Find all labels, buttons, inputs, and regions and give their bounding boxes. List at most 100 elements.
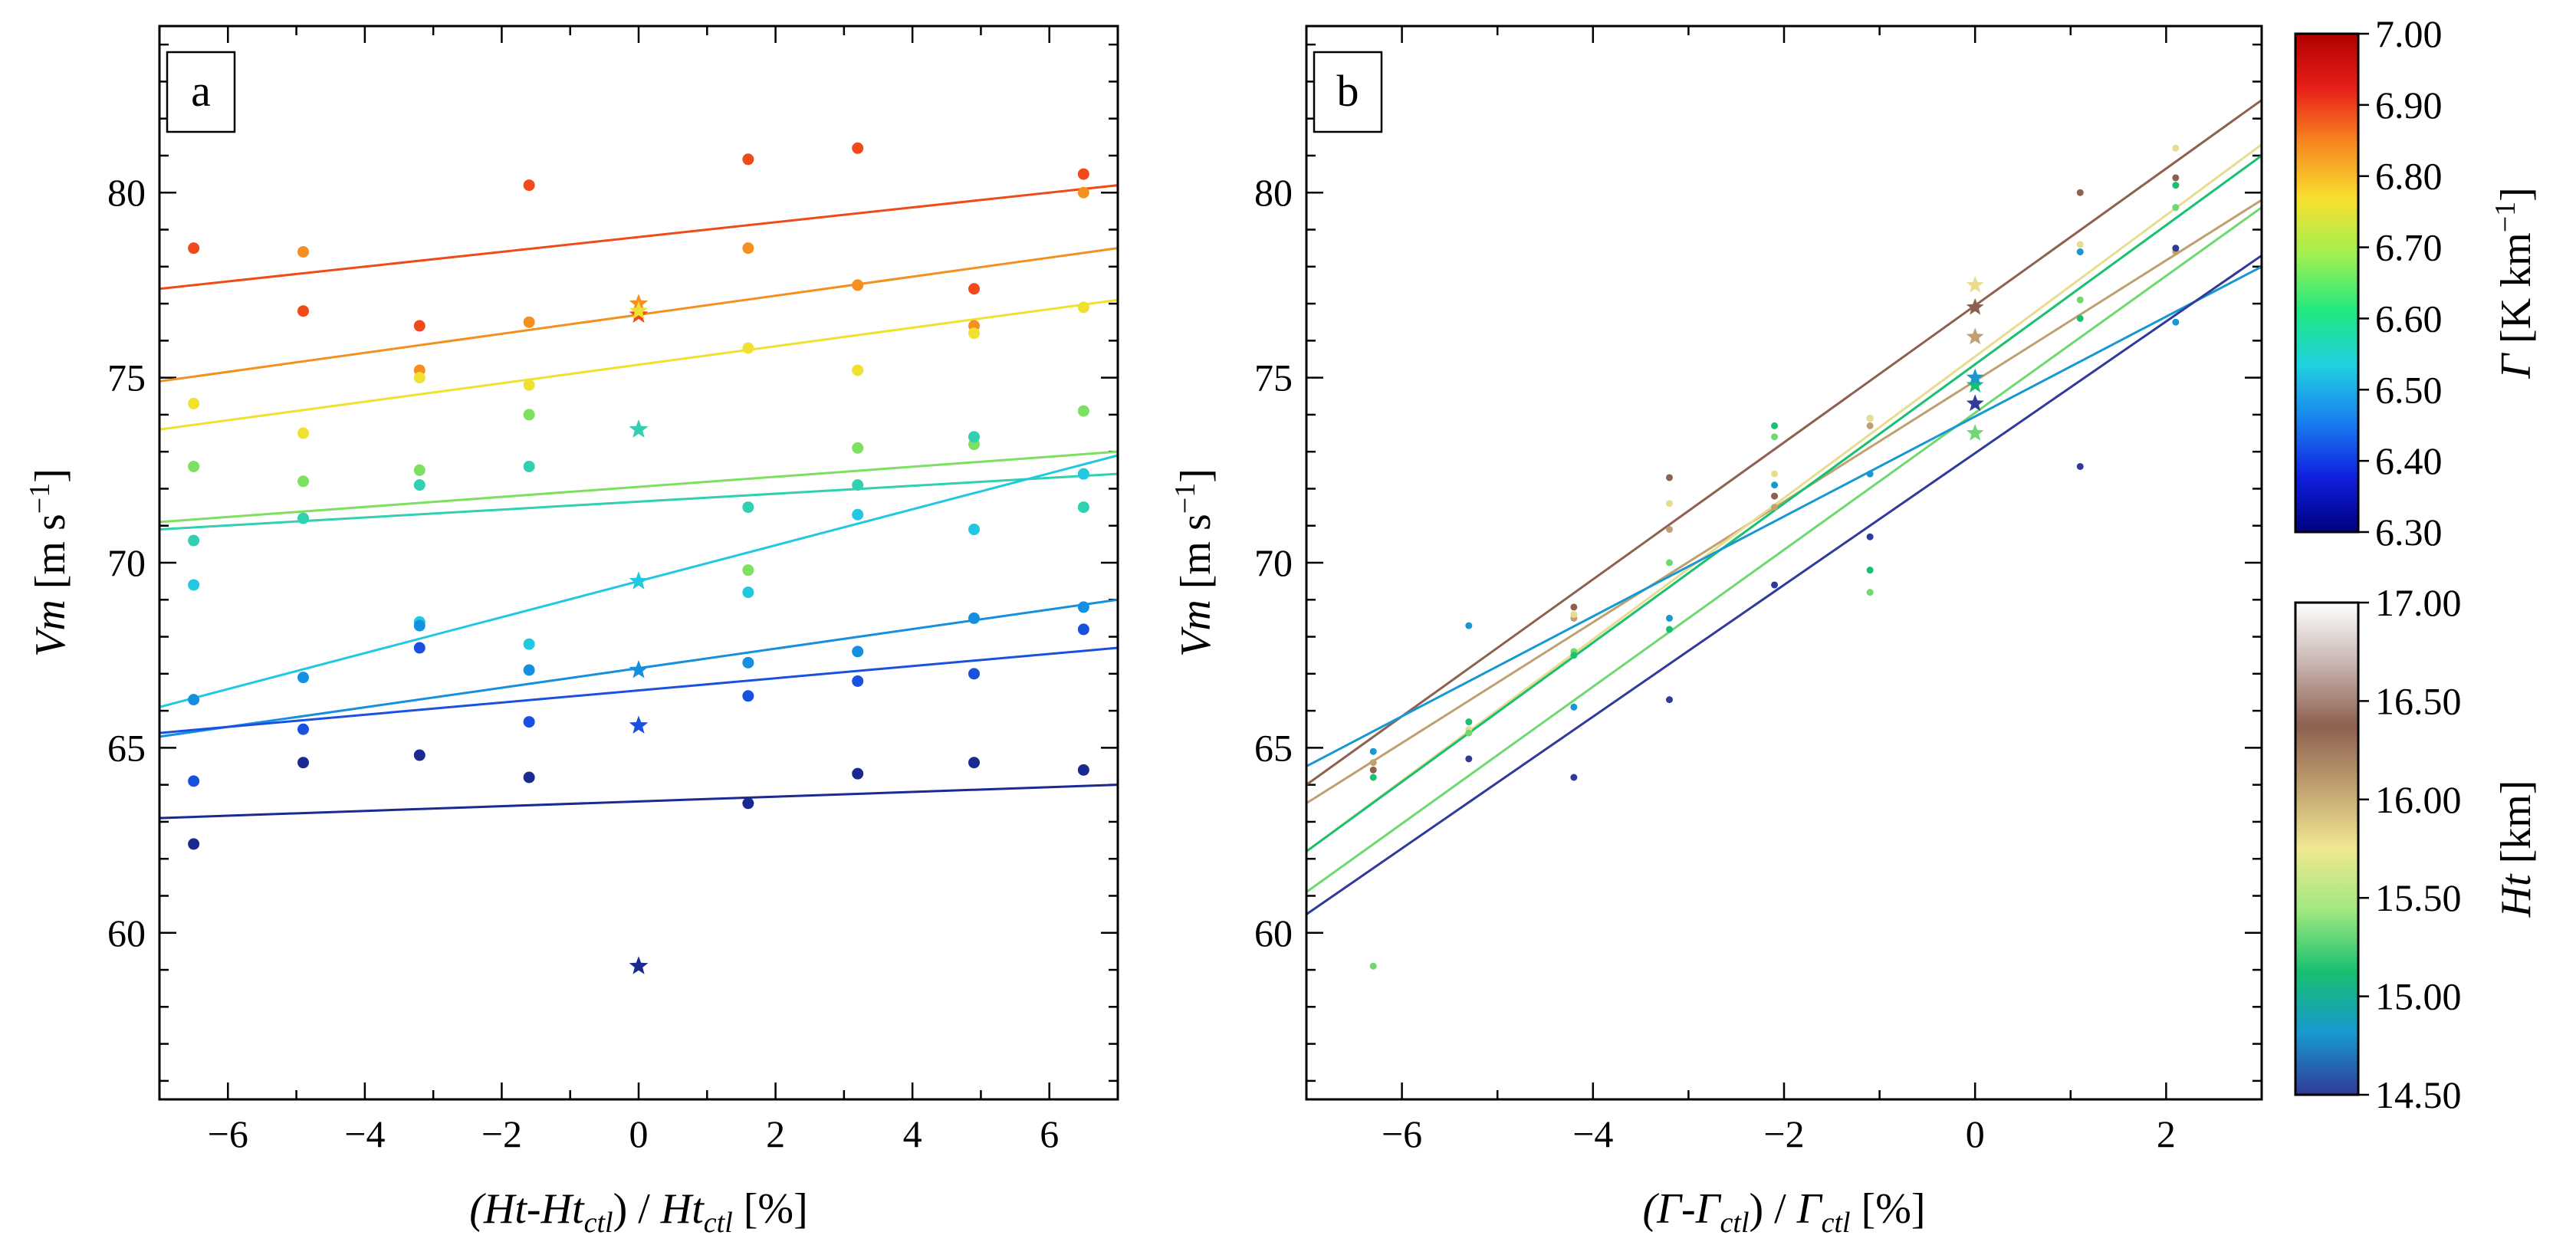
panel-a-control-star — [629, 301, 649, 320]
panel-b-point — [1866, 415, 1874, 422]
panel-b-point — [2172, 318, 2180, 326]
panel-a-point — [852, 767, 864, 780]
colorbar-gamma-tick-label: 6.80 — [2375, 155, 2443, 198]
colorbar-gamma-ticks: 7.00 6.90 6.80 6.70 6.60 6.50 6.40 6.30 — [2358, 12, 2443, 554]
panel-b-x-tick-label: −2 — [1763, 1112, 1804, 1155]
panel-a-label: a — [191, 66, 211, 116]
panel-a-point — [1077, 601, 1089, 613]
panel-b-fit-line — [1306, 154, 2262, 853]
panel-a-point — [297, 475, 309, 488]
panel-a-point — [188, 838, 200, 850]
panel-a-x-tick-label: −6 — [208, 1112, 248, 1155]
panel-b-control-star — [1966, 368, 1984, 386]
panel-a-tick-labels: −6 −4 −2 0 2 4 6 60 65 70 75 80 — [107, 171, 1059, 1155]
panel-a-control-star — [629, 571, 649, 590]
panel-a-point — [852, 142, 864, 154]
panel-a-y-tick-label: 75 — [107, 356, 146, 399]
panel-a-ticks — [158, 26, 1119, 1099]
panel-a-fit-line — [159, 784, 1119, 820]
panel-b-y-tick-label: 75 — [1254, 356, 1293, 399]
panel-b-fit-line — [1306, 265, 2262, 767]
panel-b-x-tick-label: 0 — [1966, 1112, 1985, 1155]
panel-a-point — [968, 283, 980, 295]
panel-b-fit-line — [1306, 206, 2262, 893]
panel-a-point — [297, 427, 309, 439]
panel-a-point — [968, 524, 980, 536]
panel-a-control-star — [629, 715, 649, 734]
panel-b-fit-line — [1306, 143, 2262, 853]
panel-a-fit-line — [159, 472, 1119, 531]
panel-b-tick-labels: −6 −4 −2 0 2 60 65 70 75 80 — [1254, 171, 2176, 1155]
panel-b-fit-line — [1306, 255, 2262, 915]
panel-a-point — [1077, 168, 1089, 180]
panel-b-x-tick-label: −6 — [1382, 1112, 1422, 1155]
panel-a-control-star — [629, 956, 649, 974]
panel-a-y-axis-title: Vm [m s−1] — [24, 468, 74, 657]
panel-b-point — [1771, 581, 1779, 589]
colorbar-ht-ticks: 17.00 16.50 16.00 15.50 15.00 14.50 — [2358, 581, 2462, 1116]
panel-a-point — [852, 508, 864, 521]
panel-b-point — [1866, 422, 1874, 429]
panel-b-point — [1570, 703, 1578, 711]
panel-b-x-tick-label: −4 — [1572, 1112, 1613, 1155]
colorbar-gamma: 7.00 6.90 6.80 6.70 6.60 6.50 6.40 6.30 Γ [K km… — [2294, 12, 2540, 554]
panel-a-point — [523, 460, 535, 472]
colorbar-ht: 17.00 16.50 16.00 15.50 15.00 14.50 Ht [km] — [2294, 581, 2540, 1116]
panel-a-point — [1077, 501, 1089, 514]
panel-b-point — [2172, 204, 2180, 212]
panel-a-y-tick-label: 80 — [107, 171, 146, 214]
panel-a-point — [852, 646, 864, 658]
panel-a-x-tick-label: 2 — [766, 1112, 785, 1155]
panel-a-point — [523, 379, 535, 391]
panel-b-point — [1369, 747, 1377, 755]
panel-a-point — [742, 656, 754, 669]
panel-a-point — [968, 757, 980, 769]
panel-a-fit-line — [159, 450, 1119, 524]
panel-a-x-tick-label: 6 — [1040, 1112, 1059, 1155]
panel-a-point — [523, 771, 535, 784]
panel-a-fit-line — [159, 184, 1119, 291]
colorbar-gamma-gradient — [2294, 32, 2360, 534]
colorbar-ht-title: Ht [km] — [2492, 780, 2540, 918]
panel-a-point — [742, 501, 754, 514]
panel-a-point — [413, 619, 426, 632]
colorbar-ht-tick-label: 15.50 — [2375, 876, 2462, 919]
panel-b-label-box: b — [1313, 51, 1383, 133]
panel-a-point — [742, 564, 754, 577]
panel-b-point — [2076, 314, 2084, 322]
panel-a-point — [968, 612, 980, 624]
panel-a-point — [852, 364, 864, 376]
colorbar-ht-tick-label: 15.00 — [2375, 975, 2462, 1018]
panel-a-point — [523, 409, 535, 421]
panel-b-point — [1866, 533, 1874, 540]
panel-b-x-axis-title: (Γ-Γctl) / Γctl [%] — [1642, 1185, 1925, 1239]
panel-a-point — [1077, 301, 1089, 314]
panel-b-x-tick-label: 2 — [2157, 1112, 2176, 1155]
panel-a-y-tick-label: 70 — [107, 541, 146, 584]
panel-a-y-tick-label: 60 — [107, 912, 146, 954]
panel-a-point — [742, 690, 754, 702]
panel-b-point — [1866, 470, 1874, 478]
panel-a-point — [523, 664, 535, 676]
panel-a-point — [188, 242, 200, 255]
panel-a-control-star — [629, 419, 649, 438]
panel-a-y-tick-label: 65 — [107, 726, 146, 769]
panel-a-point — [968, 327, 980, 340]
panel-a-x-tick-label: 4 — [903, 1112, 922, 1155]
panel-a-point — [188, 775, 200, 787]
colorbar-gamma-tick-label: 6.30 — [2375, 511, 2443, 554]
panel-b-point — [1570, 603, 1578, 611]
colorbar-gamma-tick-label: 6.70 — [2375, 226, 2443, 269]
panel-b-y-tick-label: 70 — [1254, 541, 1293, 584]
panel-a-point — [852, 279, 864, 291]
panel-a-point — [742, 242, 754, 255]
panel-a-point — [523, 716, 535, 728]
panel-a-point — [297, 757, 309, 769]
panel-b-point — [1665, 626, 1673, 633]
panel-a-chart: a −6 −4 −2 0 2 4 6 60 65 70 75 80 (Ht-Htctl) / Htct… — [24, 25, 1119, 1239]
panel-b-point — [1665, 614, 1673, 622]
panel-b-control-star — [1966, 297, 1984, 315]
panel-a-point — [852, 442, 864, 454]
panel-a-point — [742, 153, 754, 166]
